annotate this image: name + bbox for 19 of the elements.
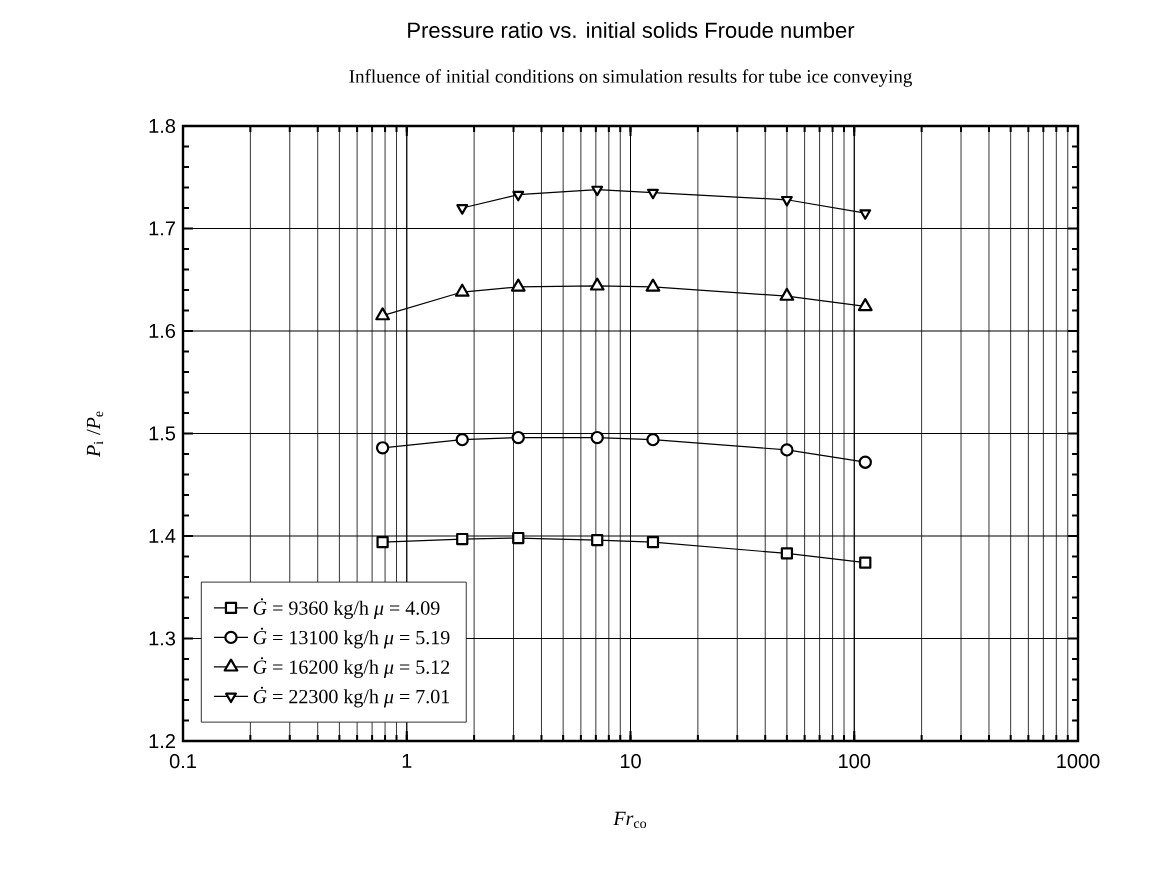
legend-label: Ġ = 9360 kg/h μ = 4.09	[253, 598, 440, 619]
y-tick-label: 1.6	[149, 323, 176, 339]
x-tick-label: 10	[620, 754, 641, 769]
legend-label: Ġ = 22300 kg/h μ = 7.01	[253, 686, 450, 708]
y-tick-label: 1.2	[149, 734, 175, 748]
x-tick-label: 1	[402, 754, 412, 768]
y-tick-label: 1.4	[149, 529, 176, 543]
legend-label: Ġ = 13100 kg/h μ = 5.19	[253, 627, 450, 649]
x-tick-label: 1000	[1057, 754, 1100, 769]
x-tick-label: 0.1	[169, 754, 196, 769]
legend-label: Ġ = 16200 kg/h μ = 5.12	[253, 657, 450, 678]
y-tick-label: 1.8	[149, 118, 176, 134]
y-tick-label: 1.5	[149, 426, 176, 441]
y-tick-label: 1.7	[149, 221, 175, 236]
x-tick-label: 100	[839, 754, 871, 769]
chart-title: Pressure ratio vs. initial solids Froude number	[408, 21, 855, 39]
y-tick-label: 1.3	[149, 631, 176, 646]
chart-subtitle: Influence of initial conditions on simulation results for tube ice conveying	[349, 69, 912, 87]
x-axis-title: Fr$_{co}$	[613, 811, 647, 829]
